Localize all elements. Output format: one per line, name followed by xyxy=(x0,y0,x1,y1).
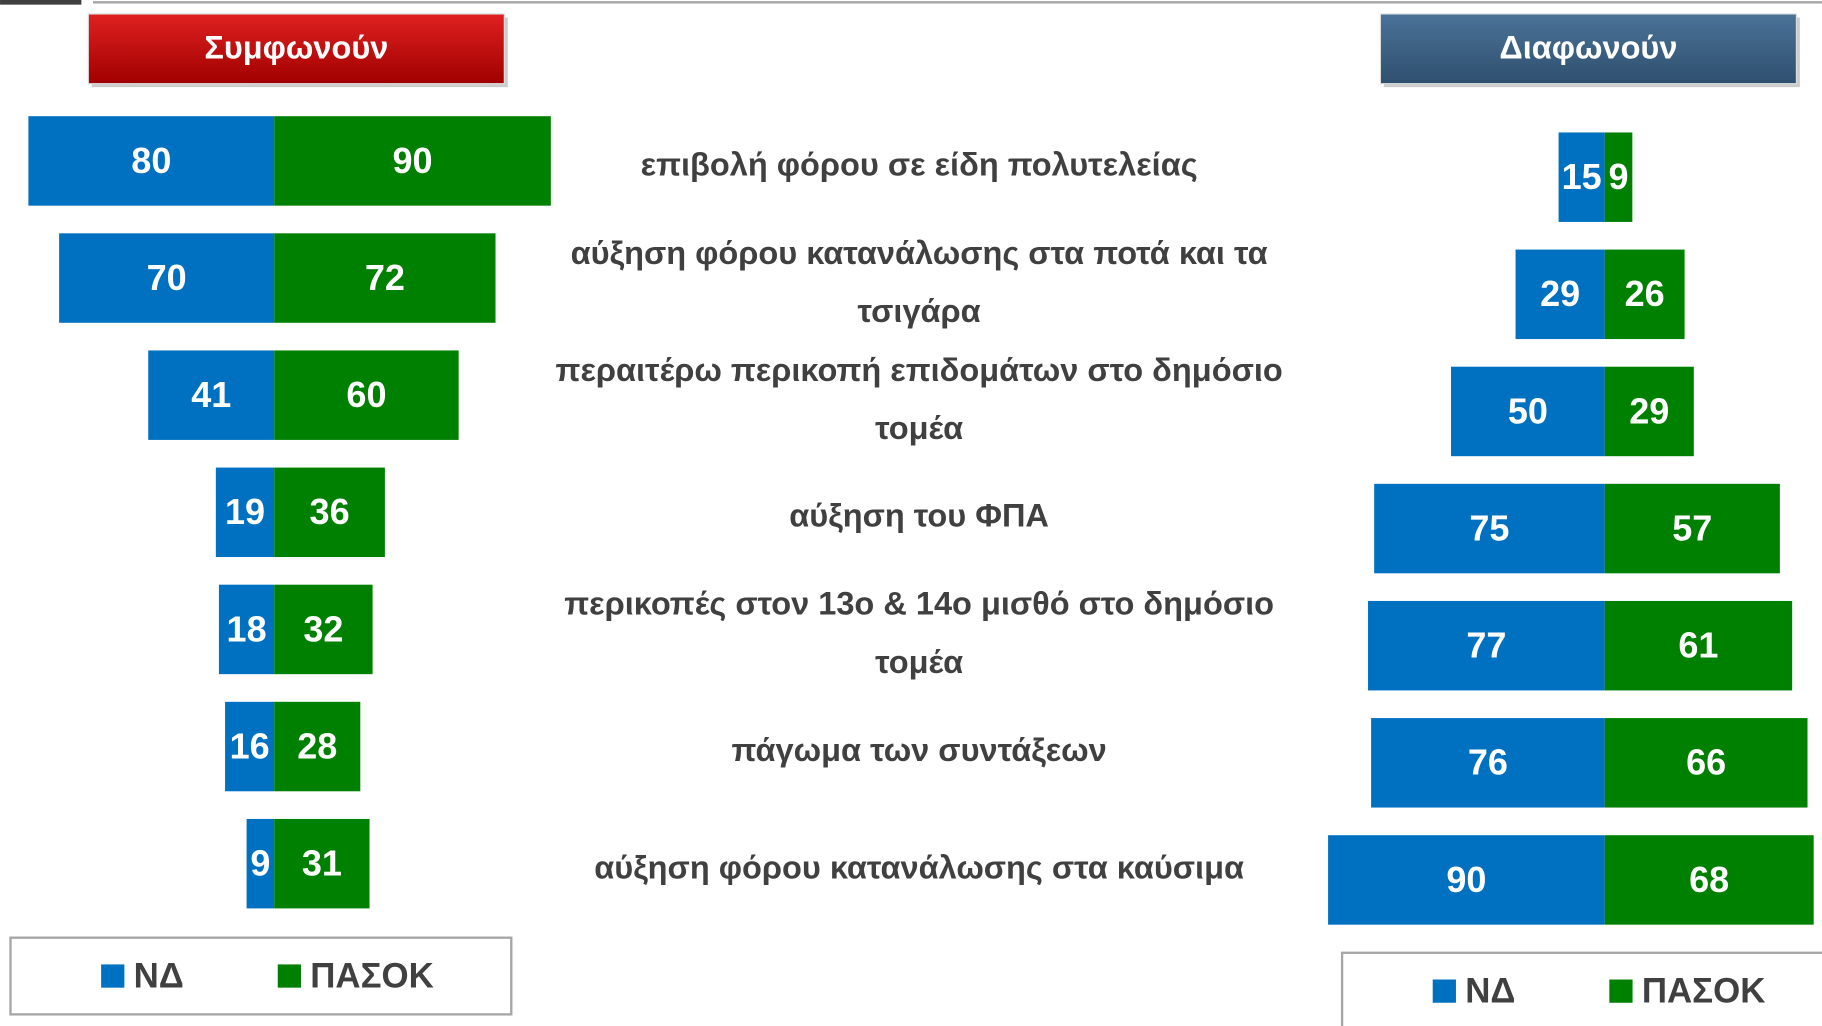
legend-box xyxy=(9,936,513,1016)
panel-header xyxy=(1379,13,1797,85)
category-label-box: επιβολή φόρου σε είδη πολυτελείας xyxy=(640,146,1198,183)
bar xyxy=(59,233,275,323)
category-label-box: αύξηση του ΦΠΑ xyxy=(789,497,1049,534)
bar xyxy=(1374,483,1605,574)
bar xyxy=(1604,132,1633,222)
bar xyxy=(28,116,275,206)
top-block xyxy=(0,0,82,5)
value-label: 76 xyxy=(1468,742,1508,783)
panel-header xyxy=(87,13,505,85)
value-label: 60 xyxy=(346,374,386,415)
value-label: 57 xyxy=(1672,507,1712,548)
category-label: αύξηση φόρου κατανάλωσης στα ποτά και τα… xyxy=(570,234,1268,329)
legend-swatch xyxy=(277,964,301,988)
value-label: 19 xyxy=(225,491,265,532)
legend-label: ΝΔ xyxy=(134,957,184,996)
legend-swatch xyxy=(1432,979,1456,1003)
value-label: 68 xyxy=(1689,859,1729,900)
category-label-box: περικοπές στον 13ο & 14ο μισθό στο δημόσ… xyxy=(564,585,1274,680)
category-label-box: πάγωμα των συντάξεων xyxy=(731,732,1107,769)
bar xyxy=(274,116,551,206)
category-label: πάγωμα των συντάξεων xyxy=(731,732,1107,769)
bar xyxy=(1604,600,1793,691)
bar xyxy=(1371,718,1605,808)
value-label: 70 xyxy=(147,257,187,298)
category-label-box: περαιτέρω περικοπή επιδομάτων στο δημόσι… xyxy=(555,351,1283,446)
bar xyxy=(274,233,496,323)
bar xyxy=(274,701,361,792)
value-label: 9 xyxy=(1608,156,1628,197)
value-label: 28 xyxy=(297,725,337,766)
bar xyxy=(274,350,459,440)
value-label: 50 xyxy=(1508,390,1548,431)
value-label: 41 xyxy=(191,374,231,415)
legend-swatch xyxy=(101,964,125,988)
value-label: 61 xyxy=(1678,625,1718,666)
legend-label: ΠΑΣΟΚ xyxy=(1642,972,1766,1011)
value-label: 29 xyxy=(1629,390,1669,431)
bar xyxy=(225,701,275,792)
value-label: 75 xyxy=(1469,507,1509,548)
bar xyxy=(1604,835,1814,925)
bar xyxy=(1328,835,1605,925)
value-label: 31 xyxy=(302,843,342,884)
panel-title: Συμφωνούν xyxy=(204,30,388,66)
category-label-box: αύξηση φόρου κατανάλωσης στα ποτά και τα… xyxy=(570,234,1268,329)
value-label: 90 xyxy=(1446,859,1486,900)
legend-label: ΝΔ xyxy=(1465,972,1515,1011)
value-label: 32 xyxy=(303,608,343,649)
bar xyxy=(218,584,275,675)
value-label: 72 xyxy=(365,257,405,298)
category-label-box: αύξηση φόρου κατανάλωσης στα καύσιμα xyxy=(594,849,1245,886)
category-label: περικοπές στον 13ο & 14ο μισθό στο δημόσ… xyxy=(564,585,1274,680)
bar xyxy=(246,818,275,909)
bar xyxy=(1604,483,1780,574)
bar xyxy=(1515,249,1605,340)
bar xyxy=(1604,249,1685,340)
bar xyxy=(215,467,275,558)
value-label: 15 xyxy=(1562,156,1602,197)
category-label: επιβολή φόρου σε είδη πολυτελείας xyxy=(640,146,1198,183)
bar xyxy=(274,467,385,558)
value-label: 26 xyxy=(1625,273,1665,314)
value-label: 16 xyxy=(230,725,270,766)
value-label: 80 xyxy=(131,140,171,181)
value-label: 90 xyxy=(393,140,433,181)
value-label: 29 xyxy=(1540,273,1580,314)
legend-box xyxy=(1340,951,1822,1026)
panel-title: Διαφωνούν xyxy=(1499,30,1677,66)
value-label: 36 xyxy=(310,491,350,532)
bar xyxy=(1368,600,1605,691)
value-label: 18 xyxy=(227,608,267,649)
bar xyxy=(1604,366,1694,457)
category-label: αύξηση φόρου κατανάλωσης στα καύσιμα xyxy=(594,849,1245,886)
value-label: 9 xyxy=(250,843,270,884)
category-label: αύξηση του ΦΠΑ xyxy=(789,497,1049,534)
bar xyxy=(148,350,275,440)
bar xyxy=(1604,718,1808,808)
legend-label: ΠΑΣΟΚ xyxy=(310,957,434,996)
bar xyxy=(274,584,373,675)
bar xyxy=(1558,132,1605,222)
category-label: περαιτέρω περικοπή επιδομάτων στο δημόσι… xyxy=(555,351,1283,446)
value-label: 66 xyxy=(1686,742,1726,783)
value-label: 77 xyxy=(1466,625,1506,666)
bar xyxy=(1451,366,1605,457)
bar xyxy=(274,818,370,909)
legend-swatch xyxy=(1609,979,1633,1003)
